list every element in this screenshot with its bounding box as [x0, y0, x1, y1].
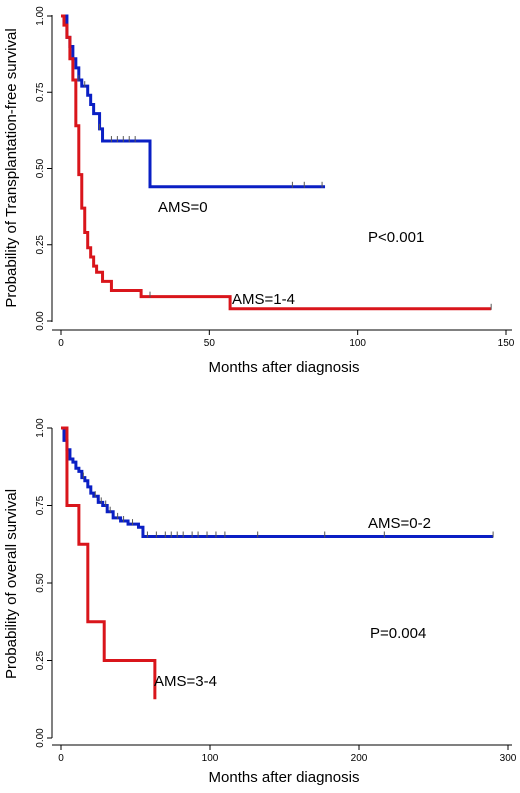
y-ticks: 0.00 0.25 0.50 0.75 1.00	[35, 6, 52, 331]
y-tick-label: 0.50	[35, 573, 46, 593]
x-tick-label: 100	[202, 753, 219, 764]
survival-curves	[61, 14, 492, 311]
y-tick-label: 0.00	[35, 311, 46, 331]
annotation-p-value: P<0.001	[368, 229, 424, 246]
top-chart: 0.00 0.25 0.50 0.75 1.00 0 50 100 150 Probabili…	[3, 6, 515, 376]
x-tick-label: 100	[349, 338, 366, 349]
y-tick-label: 0.25	[35, 235, 46, 255]
y-tick-label: 1.00	[35, 6, 46, 26]
x-tick-label: 0	[58, 753, 64, 764]
x-axis-title: Months after diagnosis	[209, 359, 360, 376]
curve-ams-0-2	[61, 426, 494, 538]
x-axis-title: Months after diagnosis	[209, 769, 360, 786]
annotation-ams-0: AMS=0	[158, 199, 208, 216]
annotation-ams-0-2: AMS=0-2	[368, 515, 431, 532]
x-ticks: 0 100 200 300	[58, 745, 517, 764]
annotation-ams-3-4: AMS=3-4	[154, 673, 217, 690]
y-axis-title: Probability of Transplantation-free surv…	[3, 28, 20, 307]
curve-ams-1-4	[61, 14, 492, 311]
annotation-ams-1-4: AMS=1-4	[232, 291, 295, 308]
x-tick-label: 150	[498, 338, 515, 349]
annotation-p-value: P=0.004	[370, 625, 426, 642]
y-tick-label: 1.00	[35, 418, 46, 438]
curve-ams-0	[61, 14, 326, 189]
y-tick-label: 0.75	[35, 82, 46, 102]
x-tick-label: 200	[351, 753, 368, 764]
x-tick-label: 0	[58, 338, 64, 349]
survival-curves	[61, 426, 494, 700]
curve-ams-3-4	[61, 426, 157, 700]
y-tick-label: 0.75	[35, 495, 46, 515]
y-tick-label: 0.00	[35, 728, 46, 748]
y-ticks: 0.00 0.25 0.50 0.75 1.00	[35, 418, 52, 748]
x-ticks: 0 50 100 150	[58, 330, 515, 349]
bottom-chart: 0.00 0.25 0.50 0.75 1.00 0 100 200 300 Probabil…	[3, 418, 517, 786]
x-tick-label: 50	[204, 338, 216, 349]
x-tick-label: 300	[500, 753, 517, 764]
y-axis-title: Probability of overall survival	[3, 489, 20, 679]
y-tick-label: 0.50	[35, 158, 46, 178]
y-tick-label: 0.25	[35, 650, 46, 670]
